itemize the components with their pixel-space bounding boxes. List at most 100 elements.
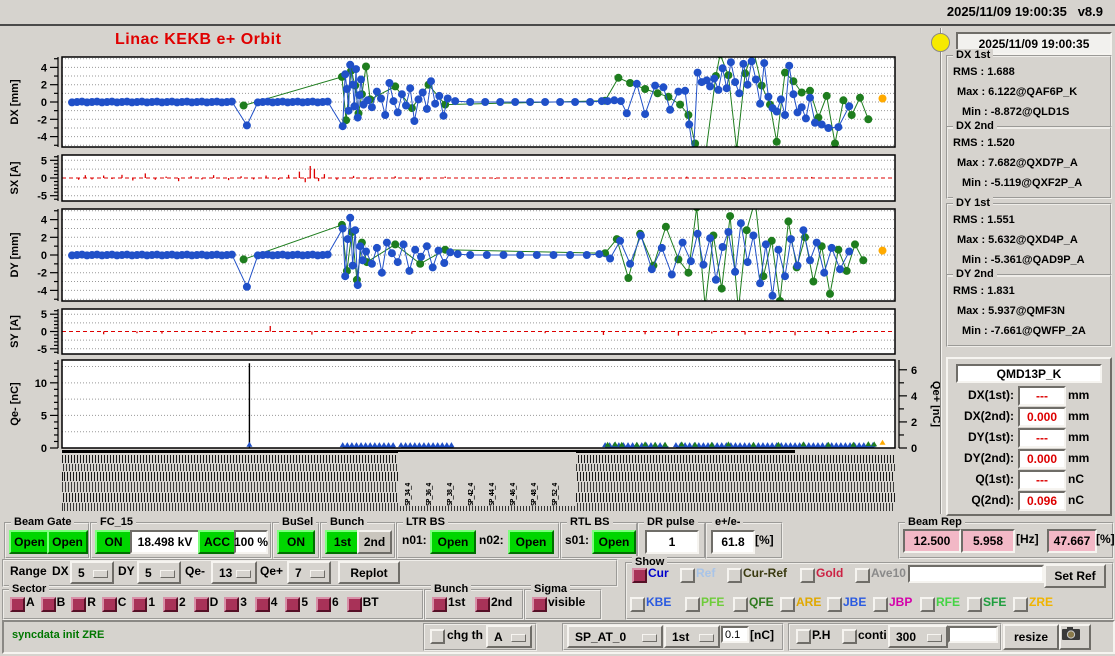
count-dropdown[interactable]: 300 <box>888 625 948 648</box>
stat-max: Max : 6.122@QAF6P_K <box>957 86 1078 98</box>
sector-d-checkbox[interactable] <box>193 597 209 612</box>
chart-dx: -4 -2 0 2 4 DX [mm] <box>9 56 896 148</box>
stat-rms: RMS : 1.688 <box>953 66 1015 78</box>
show-ref-checkbox[interactable] <box>680 568 695 583</box>
group-rtl-bs-title: RTL BS <box>567 516 613 529</box>
monitor-row-value: --- <box>1018 428 1066 448</box>
sector-r-checkbox[interactable] <box>71 597 87 612</box>
group-beam-rep: Beam Rep 12.500 5.958 [Hz] 47.667 [%] <box>898 516 1115 559</box>
monitor-row-label: DY(1st): <box>967 430 1014 444</box>
set-ref-button[interactable]: Set Ref <box>1044 564 1106 588</box>
show-jbp-checkbox[interactable] <box>873 597 888 612</box>
show-qfe-label: QFE <box>749 595 774 609</box>
count-input[interactable] <box>948 626 998 643</box>
mode-dropdown[interactable]: A <box>486 625 532 648</box>
range-qep-label: Qe+ <box>260 564 284 578</box>
bunch-1st-checkbox[interactable] <box>432 597 447 612</box>
beam-rep-value-1: 12.500 <box>903 529 961 553</box>
sector-4-checkbox[interactable] <box>254 597 270 612</box>
sector-1-checkbox[interactable] <box>132 597 148 612</box>
show-cur-ref-label: Cur-Ref <box>743 566 787 580</box>
show-gold-checkbox[interactable] <box>800 568 815 583</box>
chg-th-frame <box>423 623 537 651</box>
show-qfe-checkbox[interactable] <box>733 597 748 612</box>
show-pfe-checkbox[interactable] <box>685 597 700 612</box>
fc15-acc-button[interactable]: ACC <box>198 530 236 554</box>
replot-button[interactable]: Replot <box>338 561 400 584</box>
chg-th-checkbox[interactable] <box>430 629 445 644</box>
show-sfe-checkbox[interactable] <box>967 597 982 612</box>
show-zre-checkbox[interactable] <box>1013 597 1028 612</box>
show-ave10-checkbox[interactable] <box>855 568 870 583</box>
set-ref-input[interactable] <box>908 565 1044 583</box>
show-kbe-checkbox[interactable] <box>630 597 645 612</box>
svg-text:0: 0 <box>41 327 47 339</box>
sector-b-checkbox[interactable] <box>40 597 56 612</box>
bunch-dropdown[interactable]: 1st <box>664 625 720 648</box>
beam-rep-value-3: 47.667 <box>1047 529 1097 553</box>
group-busel-title: BuSel <box>279 516 317 529</box>
group-dr-pulse: DR pulse 1 <box>637 516 706 559</box>
show-sfe-label: SFE <box>983 595 1007 609</box>
stat-box-title: DY 2nd <box>953 268 997 281</box>
show-jbe-checkbox[interactable] <box>827 597 842 612</box>
range-qep-dropdown[interactable]: 7 <box>287 561 331 584</box>
stat-box-title: DY 1st <box>953 197 994 210</box>
monitor-title[interactable]: QMD13P_K <box>956 364 1102 383</box>
range-row: Range DX 5 DY 5 Qe- 13 Qe+ 7 Replot <box>2 559 618 587</box>
svg-text:5: 5 <box>41 410 47 422</box>
conti-checkbox[interactable] <box>842 629 857 644</box>
sigma-visible-checkbox[interactable] <box>532 597 547 612</box>
sector-2-checkbox[interactable] <box>163 597 178 612</box>
range-dy-dropdown[interactable]: 5 <box>137 561 181 584</box>
group-fc15: FC_15 ON 18.498 kV ACC 100 % <box>90 516 272 559</box>
range-dx-dropdown[interactable]: 5 <box>70 561 114 584</box>
bunch-2nd-button[interactable]: 2nd <box>357 530 392 554</box>
range-qem-dropdown[interactable]: 13 <box>211 561 257 584</box>
svg-text:0: 0 <box>911 443 917 455</box>
chart-sy: -5 0 5 SY [A] <box>9 308 896 356</box>
dr-pulse-value: 1 <box>645 530 699 554</box>
sp-at-dropdown[interactable]: SP_AT_0 <box>567 625 663 648</box>
resize-button[interactable]: resize <box>1003 624 1059 650</box>
chart-dy: -4 -2 0 2 4 DY [mm] <box>9 208 896 302</box>
stat-min: Min : -5.119@QXF2P_A <box>962 177 1083 189</box>
sector-3-checkbox[interactable] <box>224 597 240 612</box>
monitor-row-unit: mm <box>1068 388 1090 402</box>
monitor-row-label: Q(1st): <box>975 472 1014 486</box>
camera-icon <box>1062 627 1080 640</box>
svg-text:Qe- [nC]: Qe- [nC] <box>9 382 21 426</box>
sector-c-checkbox[interactable] <box>101 597 117 612</box>
sector-bt-checkbox[interactable] <box>346 597 362 612</box>
svg-text:5: 5 <box>41 309 47 321</box>
show-cur-ref-checkbox[interactable] <box>727 568 742 583</box>
stat-box-dx-2nd: DX 2nd RMS : 1.520 Max : 7.682@QXD7P_A Min … <box>946 120 1112 199</box>
busel-on-button[interactable]: ON <box>277 530 315 554</box>
show-ref-label: Ref <box>696 566 716 580</box>
sector-a-checkbox[interactable] <box>10 597 25 612</box>
threshold-input[interactable] <box>721 626 749 643</box>
show-are-checkbox[interactable] <box>780 597 795 612</box>
group-rtl-bs: RTL BS s01: Open <box>560 516 638 559</box>
svg-text:4: 4 <box>911 391 918 403</box>
range-dx-label: DX <box>52 564 69 578</box>
group-sector: Sector <box>2 583 424 620</box>
rtl-s01-open-button[interactable]: Open <box>592 530 636 554</box>
bunch-1st-button[interactable]: 1st <box>325 530 360 554</box>
ph-checkbox[interactable] <box>796 629 811 644</box>
ltr-n01-open-button[interactable]: Open <box>430 530 476 554</box>
sp-frame <box>562 623 784 651</box>
show-rfe-checkbox[interactable] <box>920 597 935 612</box>
sector-5-checkbox[interactable] <box>285 597 301 612</box>
bunch-2nd-checkbox[interactable] <box>475 597 490 612</box>
beam-gate-open-button-1[interactable]: Open <box>9 530 50 554</box>
ltr-n02-open-button[interactable]: Open <box>508 530 554 554</box>
sector-3-label: 3 <box>240 595 247 609</box>
snapshot-button[interactable] <box>1059 624 1091 650</box>
beam-gate-open-button-2[interactable]: Open <box>47 530 88 554</box>
e-ratio-value: 61.8 <box>711 530 755 554</box>
band-label-SP_34_4: SP_34_4 <box>404 483 412 506</box>
show-cur-checkbox[interactable] <box>632 568 647 583</box>
fc15-on-button[interactable]: ON <box>95 530 132 554</box>
sector-6-checkbox[interactable] <box>316 597 331 612</box>
